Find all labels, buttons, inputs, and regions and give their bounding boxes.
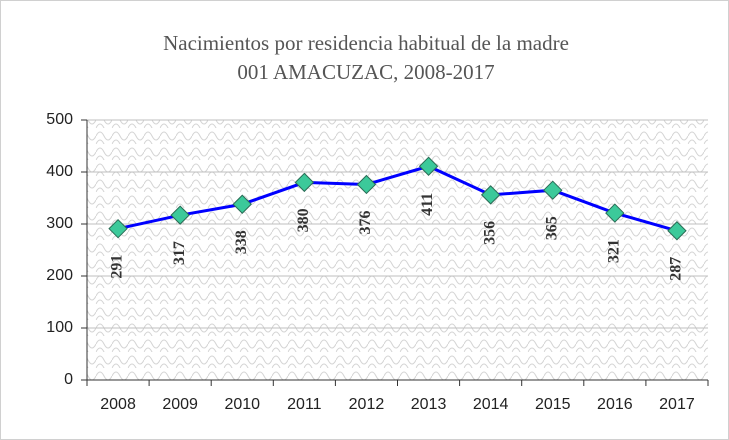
- data-label: 317: [171, 241, 188, 265]
- x-tick-label: 2013: [411, 396, 447, 413]
- x-tick-label: 2014: [473, 396, 509, 413]
- marker: [108, 218, 128, 239]
- data-label: 365: [543, 216, 560, 240]
- y-tick-label: 500: [46, 111, 73, 128]
- x-tick-label: 2011: [287, 396, 322, 413]
- marker: [170, 205, 190, 225]
- chart-subtitle: 001 AMACUZAC, 2008-2017: [237, 60, 494, 84]
- chart-title: Nacimientos por residencia habitual de l…: [163, 31, 569, 55]
- data-label: 338: [233, 230, 250, 254]
- y-tick-label: 0: [64, 371, 73, 388]
- y-tick-label: 300: [46, 215, 73, 232]
- marker: [480, 185, 501, 205]
- marker: [232, 194, 252, 214]
- data-label: 411: [419, 193, 436, 216]
- x-tick-label: 2017: [659, 396, 695, 413]
- plot-area: [87, 120, 708, 380]
- x-tick-label: 2012: [349, 396, 385, 413]
- data-label: 356: [481, 221, 498, 245]
- data-label: 321: [606, 239, 623, 263]
- data-label: 376: [357, 210, 374, 234]
- x-tick-label: 2008: [100, 396, 136, 413]
- marker: [543, 180, 563, 200]
- x-tick-label: 2015: [535, 396, 571, 413]
- marker: [294, 172, 315, 193]
- x-tick-label: 2016: [597, 396, 633, 413]
- marker: [605, 203, 625, 223]
- y-tick-label: 400: [46, 163, 73, 180]
- y-tick-label: 200: [46, 267, 73, 284]
- series-line: [117, 164, 678, 233]
- marker: [667, 221, 687, 241]
- marker: [418, 156, 439, 176]
- marker: [356, 174, 377, 195]
- x-tick-label: 2009: [162, 396, 198, 413]
- data-label: 291: [109, 255, 126, 279]
- y-tick-label: 100: [46, 319, 73, 336]
- x-tick-label: 2010: [224, 396, 260, 413]
- data-label: 380: [295, 208, 312, 232]
- data-label: 287: [668, 257, 685, 281]
